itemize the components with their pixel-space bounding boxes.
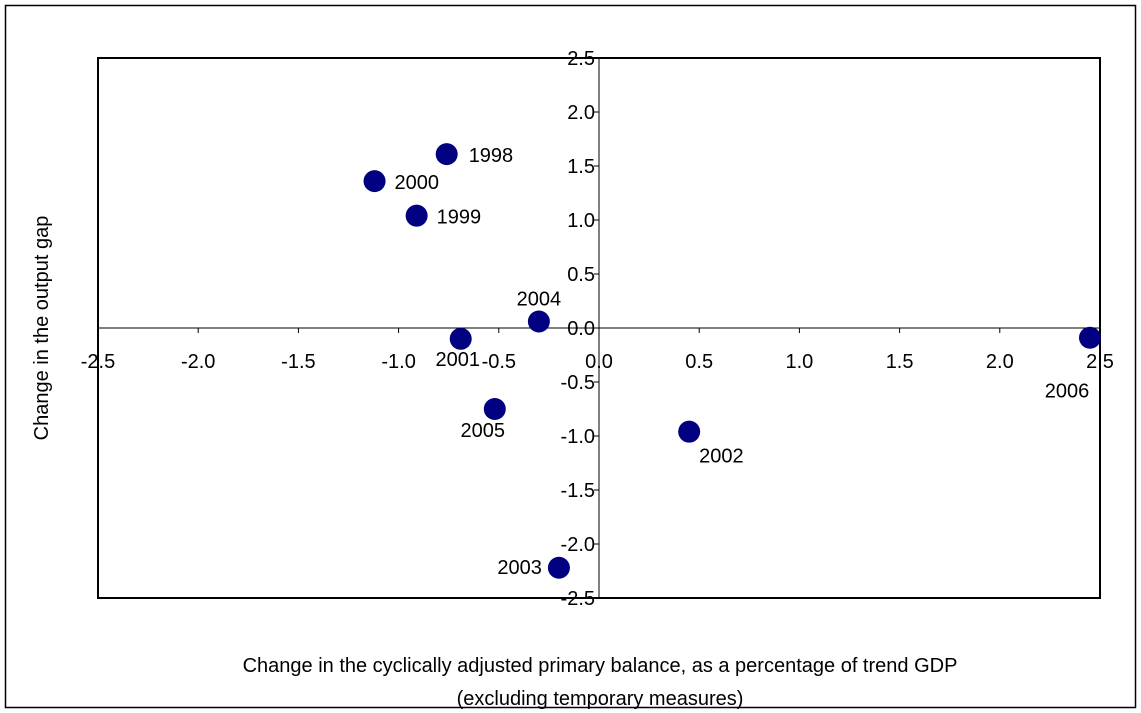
y-tick-label: -0.5 xyxy=(561,372,595,394)
y-tick-label: -1.0 xyxy=(561,426,595,448)
y-tick-label: 2.0 xyxy=(567,102,595,124)
point xyxy=(678,420,701,443)
x-tick-label: 2.5 xyxy=(1086,351,1114,373)
y-tick-label: 0.5 xyxy=(567,264,595,286)
x-tick-label: 0.0 xyxy=(585,351,613,373)
x-tick-label: 1.5 xyxy=(886,351,914,373)
point xyxy=(527,310,550,333)
point xyxy=(363,170,386,193)
x-axis-title: Change in the cyclically adjusted primar… xyxy=(243,655,958,677)
x-tick-label: -2.0 xyxy=(181,351,215,373)
x-tick-label: 2.0 xyxy=(986,351,1014,373)
point-label: 1998 xyxy=(469,145,514,167)
y-tick-label: -2.5 xyxy=(561,588,595,610)
point xyxy=(449,327,472,350)
y-axis-title: Change in the output gap xyxy=(31,216,53,441)
x-tick-label: 1.0 xyxy=(785,351,813,373)
point-label: 2005 xyxy=(461,420,506,442)
point xyxy=(435,143,458,166)
y-tick-label: 0.0 xyxy=(567,318,595,340)
point-label: 2000 xyxy=(395,172,440,194)
point xyxy=(483,398,506,420)
x-axis-title-line2: (excluding temporary measures) xyxy=(457,688,744,710)
y-tick-label: 1.5 xyxy=(567,156,595,178)
x-tick-label: -1.5 xyxy=(281,351,315,373)
y-tick-label: -1.5 xyxy=(561,480,595,502)
point-label: 2002 xyxy=(699,446,744,468)
point xyxy=(1078,326,1101,349)
point xyxy=(547,556,570,579)
point-label: 2001 xyxy=(435,349,480,371)
y-tick-label: 2.5 xyxy=(567,48,595,70)
x-tick-label: -0.5 xyxy=(482,351,516,373)
point-label: 2003 xyxy=(497,557,542,579)
point-label: 1999 xyxy=(437,207,482,229)
x-tick-label: -2.5 xyxy=(81,351,115,373)
point-label: 2004 xyxy=(517,289,562,311)
chart-border xyxy=(4,4,1137,709)
y-tick-label: -2.0 xyxy=(561,534,595,556)
x-tick-label: 0.5 xyxy=(685,351,713,373)
x-tick-label: -1.0 xyxy=(381,351,415,373)
point xyxy=(405,204,428,227)
y-tick-label: 1.0 xyxy=(567,210,595,232)
point-label: 2006 xyxy=(1045,381,1090,403)
